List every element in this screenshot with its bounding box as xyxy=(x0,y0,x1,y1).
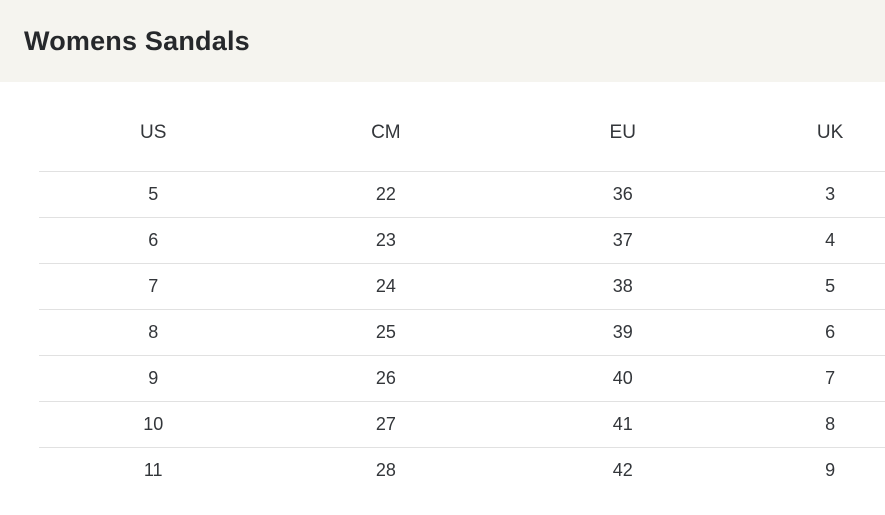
table-row: 8 25 39 6 xyxy=(39,308,885,355)
size-table-body: 5 22 36 3 6 23 37 4 7 24 38 5 8 25 39 6 9 26 40 7 10 27 41 8 11 2… xyxy=(39,170,885,493)
size-cell: 38 xyxy=(504,262,742,309)
size-cell: 25 xyxy=(267,308,505,355)
size-cell: 26 xyxy=(267,354,505,401)
size-cell: 8 xyxy=(741,400,885,447)
size-cell: 42 xyxy=(504,446,742,493)
size-cell: 39 xyxy=(504,308,742,355)
size-cell: 22 xyxy=(267,170,505,217)
table-row: 6 23 37 4 xyxy=(39,216,885,263)
column-header-cm: CM xyxy=(371,122,401,144)
page-title: Womens Sandals xyxy=(24,25,250,56)
column-header-uk: UK xyxy=(816,122,844,144)
size-cell: 24 xyxy=(267,262,505,309)
size-cell: 5 xyxy=(39,170,268,217)
size-cell: 27 xyxy=(267,400,505,447)
column-header-eu: EU xyxy=(609,122,636,144)
size-cell: 8 xyxy=(39,308,268,355)
size-cell: 37 xyxy=(504,216,742,263)
size-cell: 41 xyxy=(504,400,742,447)
size-cell: 36 xyxy=(504,170,742,217)
size-cell: 7 xyxy=(741,354,885,401)
size-cell: 40 xyxy=(504,354,742,401)
size-cell: 23 xyxy=(267,216,505,263)
table-row: 9 26 40 7 xyxy=(39,354,885,401)
size-chart: US CM EU UK 5 22 36 3 6 23 37 4 7 24 38 5 8 25 39 6 9 26 4… xyxy=(39,82,885,493)
table-row: 10 27 41 8 xyxy=(39,400,885,447)
size-cell: 4 xyxy=(741,216,885,263)
table-header-row: US CM EU UK xyxy=(39,82,885,171)
size-cell: 28 xyxy=(267,446,505,493)
size-cell: 10 xyxy=(39,400,268,447)
table-row: 11 28 42 9 xyxy=(39,446,885,493)
size-cell: 3 xyxy=(741,170,885,217)
size-cell: 7 xyxy=(39,262,268,309)
column-header-us: US xyxy=(140,122,167,144)
table-row: 5 22 36 3 xyxy=(39,170,885,217)
size-cell: 9 xyxy=(39,354,268,401)
size-cell: 9 xyxy=(741,446,885,493)
header-band: Womens Sandals xyxy=(0,0,885,82)
size-cell: 5 xyxy=(741,262,885,309)
size-cell: 11 xyxy=(39,446,268,493)
size-cell: 6 xyxy=(39,216,268,263)
size-table: US CM EU UK 5 22 36 3 6 23 37 4 7 24 38 5 8 25 39 6 9 26 4… xyxy=(39,82,885,493)
table-row: 7 24 38 5 xyxy=(39,262,885,309)
size-cell: 6 xyxy=(741,308,885,355)
